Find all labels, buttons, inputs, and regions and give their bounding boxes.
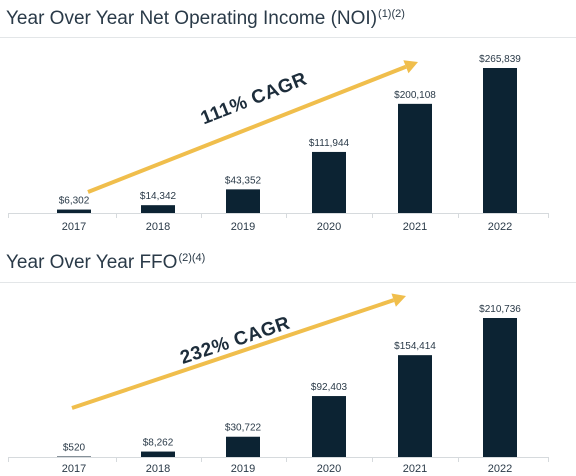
ffo-cagr-arrow-shaft: [71, 298, 395, 410]
noi-bar-label-2021: $200,108: [394, 90, 436, 101]
ffo-bar-label-2017: $520: [63, 443, 86, 454]
ffo-title-footnotes: (2)(4): [178, 252, 206, 264]
noi-bar-2019: [226, 189, 260, 213]
ffo-chart-title: Year Over Year FFO(2)(4): [6, 252, 205, 274]
ffo-bar-2018: [141, 451, 175, 457]
noi-x-tick-2017: 2017: [62, 221, 86, 233]
noi-x-tick-2022: 2022: [488, 221, 512, 233]
noi-x-tick-2019: 2019: [231, 221, 255, 233]
noi-chart-panel: Year Over Year Net Operating Income (NOI…: [0, 0, 576, 236]
ffo-bar-label-2019: $30,722: [225, 423, 262, 434]
noi-cagr-annotation: 111% CAGR: [198, 69, 310, 130]
ffo-x-tick-2021: 2021: [403, 463, 427, 475]
noi-title-footnotes: (1)(2): [378, 8, 405, 20]
ffo-bar-label-2022: $210,736: [479, 304, 521, 315]
ffo-bar-label-2021: $154,414: [394, 341, 436, 352]
noi-bar-label-2018: $14,342: [140, 191, 177, 202]
ffo-bar-2019: [226, 436, 260, 457]
ffo-chart-panel: Year Over Year FFO(2)(4) $520 $8,262 $30,7…: [0, 236, 576, 476]
ffo-x-tick-2019: 2019: [231, 463, 255, 475]
ffo-bar-2022: [483, 318, 517, 457]
ffo-cagr-arrow-head: [391, 293, 406, 307]
noi-cagr-arrow-shaft: [87, 64, 407, 194]
noi-bar-label-2019: $43,352: [225, 175, 262, 186]
noi-x-tick-2020: 2020: [317, 221, 341, 233]
ffo-bar-2021: [398, 355, 432, 457]
ffo-x-tick-2022: 2022: [488, 463, 512, 475]
noi-bar-label-2017: $6,302: [59, 196, 90, 207]
ffo-bar-2017: [57, 456, 91, 457]
noi-bar-chart: $6,302 $14,342 $43,352 $111,944 $200,108 $265…: [8, 54, 549, 233]
noi-bar-2018: [141, 205, 175, 213]
noi-bar-label-2020: $111,944: [309, 138, 350, 149]
noi-title-text: Year Over Year Net Operating Income (NOI…: [6, 8, 378, 29]
ffo-bar-label-2018: $8,262: [143, 438, 174, 449]
ffo-bar-label-2020: $92,403: [311, 382, 348, 393]
noi-bar-2022: [483, 68, 517, 213]
ffo-title-rule: [0, 282, 576, 283]
ffo-x-tick-2017: 2017: [62, 463, 86, 475]
noi-chart-title: Year Over Year Net Operating Income (NOI…: [6, 8, 405, 30]
ffo-title-text: Year Over Year FFO: [6, 252, 178, 273]
noi-bar-2017: [57, 209, 91, 213]
ffo-x-tick-2020: 2020: [317, 463, 341, 475]
noi-bar-2020: [312, 151, 346, 213]
ffo-bar-chart: $520 $8,262 $30,722 $92,403 $154,414 $210,736…: [8, 293, 549, 475]
noi-x-tick-2018: 2018: [146, 221, 170, 233]
noi-bar-2021: [398, 103, 432, 213]
noi-x-tick-2021: 2021: [403, 221, 427, 233]
ffo-x-tick-2018: 2018: [146, 463, 170, 475]
noi-bar-label-2022: $265,839: [479, 54, 521, 65]
noi-cagr-arrow-head: [403, 60, 418, 74]
ffo-bar-2020: [312, 396, 346, 457]
noi-title-rule: [0, 37, 576, 38]
